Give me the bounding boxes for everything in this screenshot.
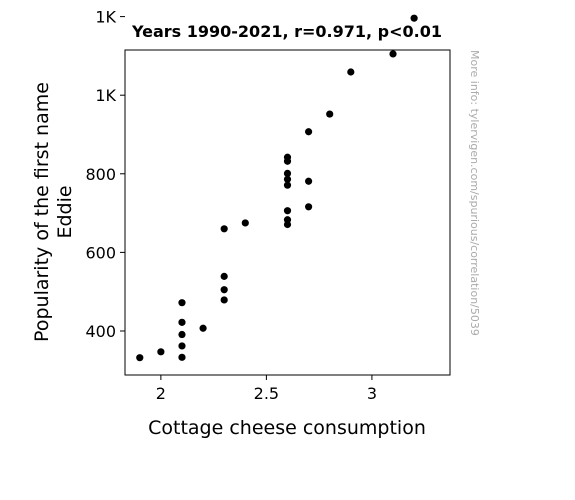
data-point [178,342,186,350]
data-point [283,153,292,161]
x-tick-label: 3 [367,384,377,403]
y-tick-label: 600 [85,243,116,262]
y-axis-label: Popularity of the first name Eddie [31,82,76,342]
x-tick-label: 2 [156,384,166,403]
data-point [283,169,292,177]
watermark-text: More info: tylervigen.com/spurious/corre… [468,50,481,336]
data-point [241,219,249,227]
data-point [136,354,144,362]
data-point [283,181,292,189]
data-point [347,68,355,76]
data-point [410,14,418,22]
data-point [178,353,186,361]
data-point [305,203,313,211]
y-axis-label-line-1: Popularity of the first name [31,82,53,342]
data-points [136,14,418,362]
data-point [220,225,228,233]
data-point [178,318,186,326]
data-point [220,296,228,304]
x-axis-label: Cottage cheese consumption [148,417,426,439]
x-axis-ticks: 2 2.5 3 [156,375,377,403]
y-axis-label-line-2: Eddie [54,185,76,238]
data-point [220,272,228,280]
data-point [326,110,334,118]
y-tick-label: 1K [95,8,116,27]
data-point [178,330,186,339]
y-tick-label: 400 [85,322,116,341]
data-point [220,286,228,294]
data-point [199,324,207,332]
data-point [283,175,292,183]
data-point [389,50,397,58]
y-tick-label: 1K [95,86,116,105]
data-point [305,177,313,185]
y-tick-label: 800 [85,165,116,184]
data-point [283,216,292,224]
data-point [283,207,292,215]
y-axis-ticks: 400 600 800 1K 1K [85,8,125,341]
data-point [157,348,165,356]
data-point [305,128,313,136]
chart-title: Years 1990-2021, r=0.971, p<0.01 [131,22,442,41]
x-tick-label: 2.5 [254,384,279,403]
data-point [178,299,186,307]
